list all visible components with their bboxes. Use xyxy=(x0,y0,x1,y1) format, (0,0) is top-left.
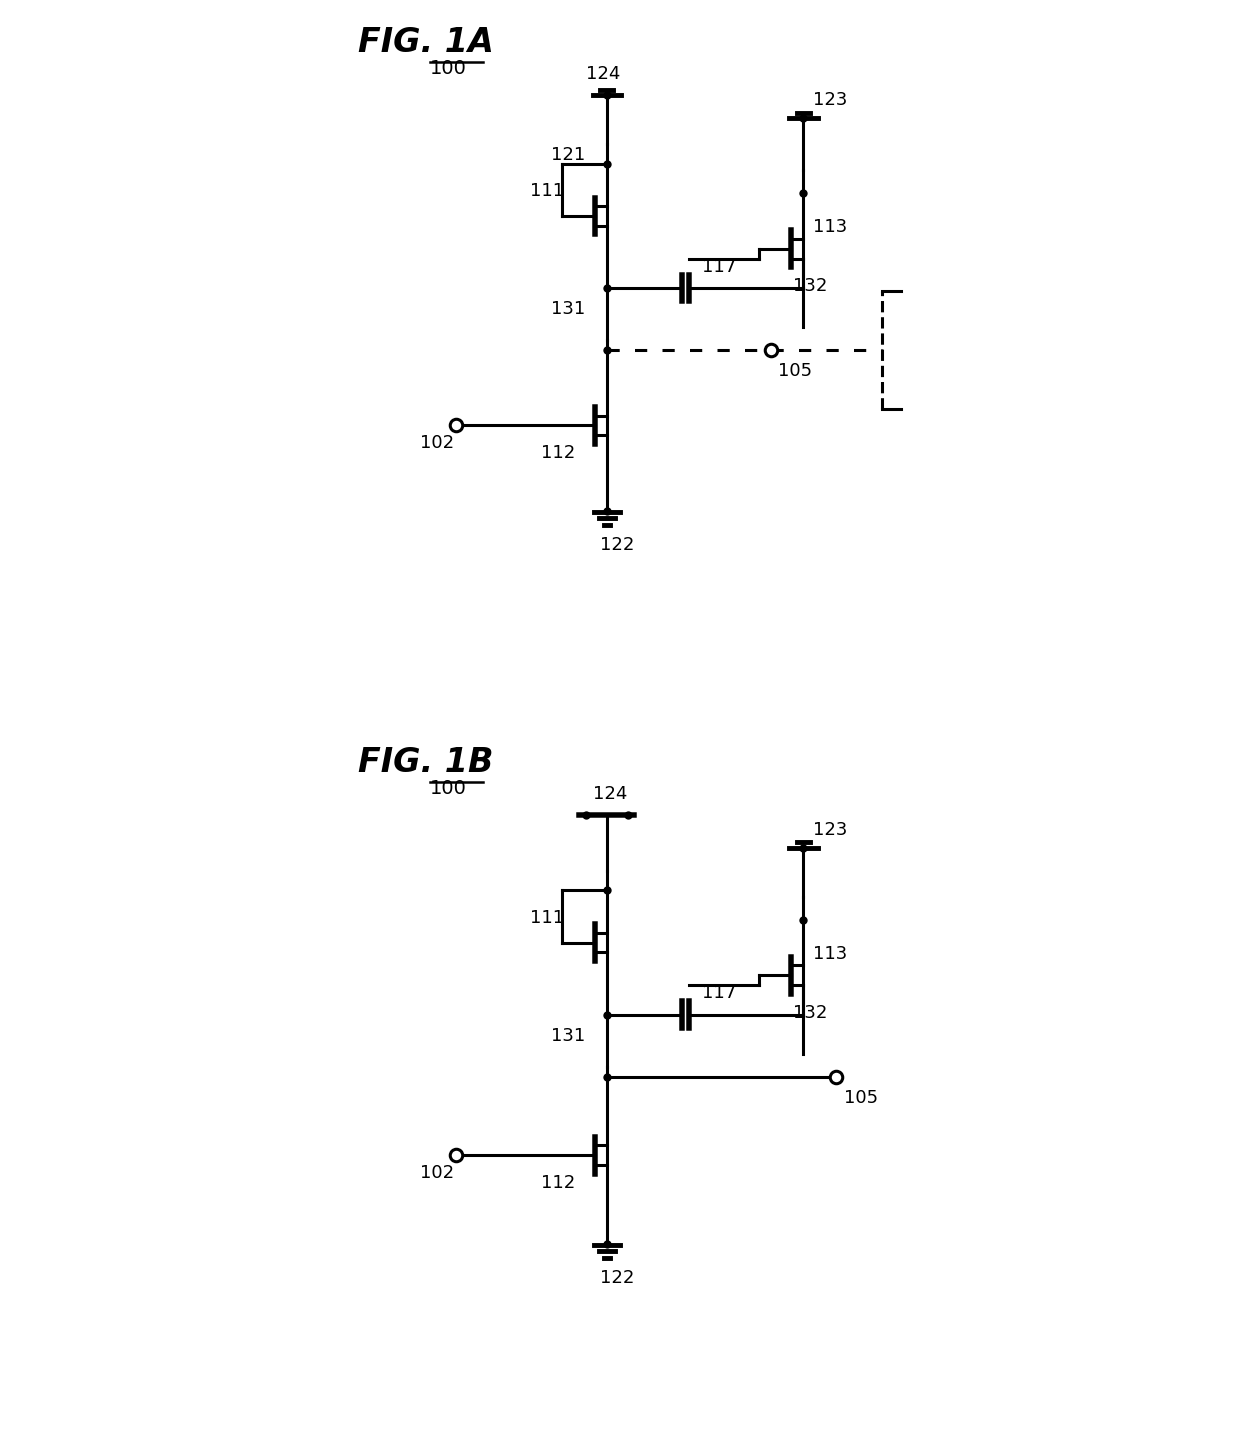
Text: 123: 123 xyxy=(813,91,847,109)
Text: 100: 100 xyxy=(430,779,467,798)
Text: 123: 123 xyxy=(813,821,847,838)
Text: 132: 132 xyxy=(794,1004,828,1022)
Text: 105: 105 xyxy=(844,1089,878,1107)
Text: 111: 111 xyxy=(529,909,564,927)
Text: 113: 113 xyxy=(813,219,847,236)
Text: 117: 117 xyxy=(702,258,737,275)
Text: 117: 117 xyxy=(702,984,737,1002)
Text: 122: 122 xyxy=(600,1269,635,1287)
Text: 112: 112 xyxy=(542,1174,575,1192)
Text: 131: 131 xyxy=(552,1027,585,1045)
Text: 121: 121 xyxy=(552,147,585,164)
Text: 113: 113 xyxy=(813,945,847,963)
Text: 112: 112 xyxy=(542,444,575,462)
Text: 102: 102 xyxy=(420,1164,455,1182)
Text: 124: 124 xyxy=(593,785,627,802)
Text: 124: 124 xyxy=(587,65,621,82)
Text: 102: 102 xyxy=(420,435,455,452)
Text: 111: 111 xyxy=(529,183,564,200)
Text: 100: 100 xyxy=(430,59,467,78)
Text: FIG. 1B: FIG. 1B xyxy=(358,746,494,779)
Text: 132: 132 xyxy=(794,278,828,295)
Text: 131: 131 xyxy=(552,300,585,318)
Text: 122: 122 xyxy=(600,536,635,554)
Text: FIG. 1A: FIG. 1A xyxy=(358,26,494,59)
Text: 105: 105 xyxy=(779,363,812,380)
